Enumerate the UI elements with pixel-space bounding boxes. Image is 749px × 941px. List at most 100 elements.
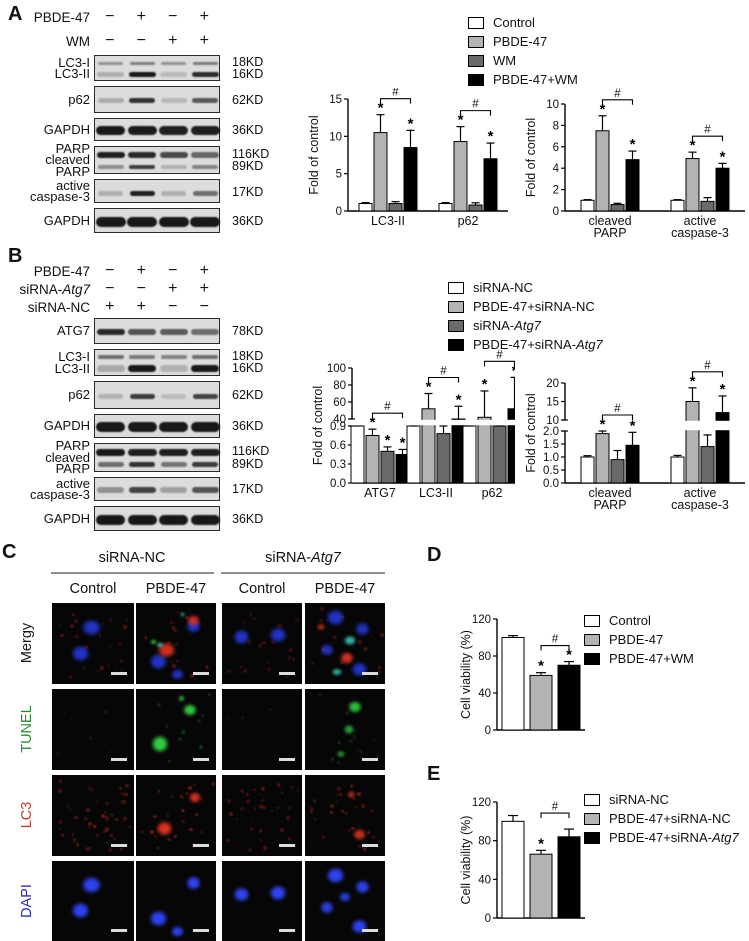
category-label: caspase-3 [671, 498, 729, 512]
speckle [295, 618, 299, 623]
speckle [225, 838, 229, 843]
speckle [70, 716, 73, 719]
y-tick-label: 40 [478, 688, 491, 700]
cell-blob [353, 878, 372, 895]
speckle [277, 623, 282, 628]
speckle [260, 799, 264, 803]
speckle [172, 664, 177, 669]
treatment-symbol: − [168, 298, 178, 315]
blot-strip [94, 349, 220, 376]
legend-label: PBDE-47 [609, 632, 664, 647]
cell-blob [338, 650, 355, 666]
speckle [96, 833, 100, 837]
treatment-symbol: − [105, 262, 115, 279]
fluorescence-image [52, 689, 134, 770]
protein-band [98, 190, 124, 196]
molecular-weight-label: 18KD [232, 55, 264, 70]
speckle [103, 710, 108, 715]
speckle [336, 801, 339, 804]
speckle [336, 786, 341, 791]
treatment-symbol: + [136, 298, 146, 315]
legend-swatch [584, 614, 600, 627]
legend-label: PBDE-47+WM [493, 72, 578, 87]
speckle [247, 640, 252, 644]
y-tick-label: 0 [485, 725, 491, 737]
bar [595, 433, 610, 484]
speckle [359, 749, 363, 753]
molecular-weight-label: 16KD [232, 360, 264, 375]
y-tick-label: 0 [485, 913, 491, 925]
speckle [240, 789, 244, 792]
cell-blob [231, 885, 251, 904]
legend-item: siRNA-NC [448, 278, 603, 297]
protein-band [129, 190, 155, 196]
treatment-symbol: − [105, 32, 115, 49]
speckle [167, 814, 170, 817]
protein-band [128, 365, 157, 373]
speckle [56, 752, 60, 756]
comparison-label: # [440, 366, 447, 378]
y-axis-label: Fold of control [307, 115, 321, 194]
protein-band [127, 514, 157, 525]
protein-band [96, 329, 125, 335]
significance-star: * [488, 128, 494, 145]
protein-band [129, 61, 155, 65]
legend-label: Control [609, 613, 651, 628]
y-tick-label: 0.3 [330, 459, 346, 471]
speckle [358, 824, 362, 828]
category-label: p62 [458, 214, 479, 228]
legend-item: Control [468, 13, 578, 32]
scale-bar [362, 672, 378, 675]
y-tick-label: 80 [333, 380, 346, 392]
fluorescence-image [305, 775, 385, 856]
category-label: cleaved [588, 214, 631, 228]
speckle [267, 667, 271, 672]
speckle [178, 737, 183, 742]
speckle [120, 792, 125, 797]
blot-target-label: p62 [68, 91, 90, 107]
comparison-bracket [540, 812, 570, 819]
y-axis-label: Fold of control [524, 118, 538, 197]
axis-break-gap [566, 420, 745, 431]
speckle [88, 821, 93, 826]
treatment-symbol: + [199, 32, 209, 49]
blot-target-label: LC3-I LC3-II [54, 54, 90, 81]
legend-item: WM [468, 51, 578, 70]
protein-band [97, 164, 124, 169]
column-header: PBDE-47 [145, 581, 207, 597]
speckle [280, 828, 284, 833]
category-label: LC3-II [371, 214, 405, 228]
speckle [319, 607, 324, 612]
speckle [128, 825, 131, 829]
cell-blob [186, 614, 201, 628]
scale-bar [279, 844, 295, 847]
comparison-label: # [552, 634, 559, 646]
y-tick-label: 2 [553, 185, 559, 197]
speckle [169, 621, 174, 625]
speckle [88, 825, 91, 828]
treatment-row-label: PBDE-47 [33, 264, 90, 279]
y-tick-label: 0 [553, 206, 559, 218]
speckle [242, 668, 247, 673]
significance-star: * [720, 148, 726, 165]
y-tick-label: 8 [553, 120, 559, 132]
speckle [93, 824, 98, 829]
column-header: PBDE-47 [314, 581, 376, 597]
significance-star: * [426, 379, 432, 396]
category-label: active [684, 486, 717, 500]
legend-swatch [448, 300, 464, 313]
blot-target-label: LC3-I LC3-II [54, 349, 90, 376]
category-label: LC3-II [419, 486, 453, 500]
speckle [198, 745, 203, 750]
panel-c-label: C [2, 541, 17, 563]
y-tick-label: 0.6 [330, 440, 346, 452]
group-underline [221, 572, 385, 574]
blot-strip [94, 414, 220, 438]
cell-blob [170, 925, 185, 938]
speckle [61, 634, 65, 637]
cell-blob [346, 699, 363, 715]
protein-band [159, 514, 189, 525]
fluorescence-image [52, 861, 134, 941]
y-axis-label: Cell viability (%) [459, 630, 473, 719]
protein-band [97, 72, 125, 78]
